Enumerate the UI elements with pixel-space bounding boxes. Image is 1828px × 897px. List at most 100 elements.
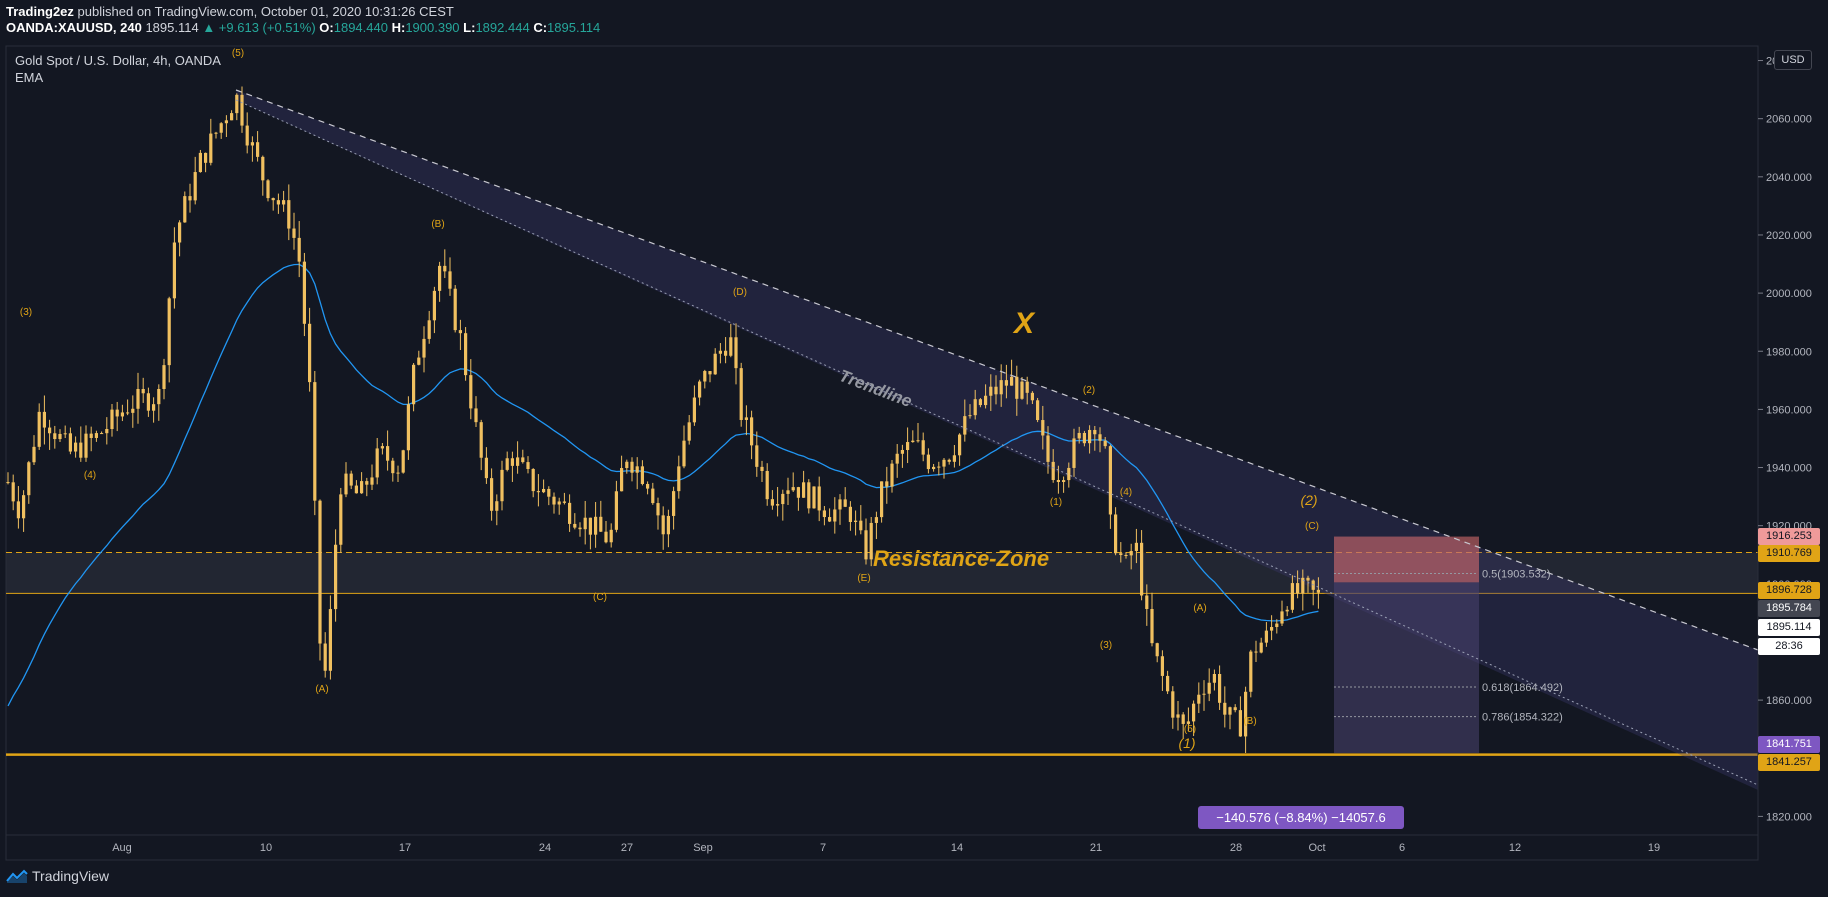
candle-body [266,180,270,199]
candle-body [630,461,634,473]
candle-body [1082,432,1086,444]
wave-label: (C) [1305,521,1319,532]
candle-body [406,404,410,451]
currency-button[interactable]: USD [1774,50,1812,70]
candle-body [162,365,166,389]
candle-body [926,454,930,470]
candle-body [328,609,332,671]
candle-body [874,517,878,523]
candle-body [536,491,540,493]
candle-body [1134,542,1138,552]
candle-body [755,445,759,467]
candle-body [469,375,473,409]
candle-body [973,399,977,416]
wave-label: X [1012,307,1036,340]
candle-body [895,453,899,464]
price-tick-label: 2060.000 [1766,114,1812,126]
publish-info: Trading2ez published on TradingView.com,… [6,4,454,19]
time-tick-label: Sep [693,842,713,854]
candle-body [703,371,707,382]
wave-label: (B) [1243,716,1256,727]
candle-body [1296,583,1300,594]
candle-body [838,499,842,510]
candle-body [375,448,379,478]
candle-body [968,415,972,417]
candle-body [432,290,436,321]
series-title[interactable]: Gold Spot / U.S. Dollar, 4h, OANDA [15,53,221,68]
candle-body [682,440,686,467]
candle-body [84,433,88,458]
candle-body [22,495,26,519]
price-tag: 1910.769 [1758,545,1820,562]
candle-body [854,520,858,522]
candle-body [126,412,130,414]
candle-body [292,228,296,238]
candle-body [984,395,988,406]
measure-text: −140.576 (−8.84%) −14057.6 [1216,810,1386,825]
price-tick-label: 1940.000 [1766,463,1812,475]
publisher-name[interactable]: Trading2ez [6,4,74,19]
candle-body [1004,380,1008,386]
candle-body [484,457,488,479]
measure-badge [1198,806,1404,829]
candle-body [443,265,447,272]
candle-body [1270,627,1274,631]
candle-body [323,643,327,671]
candle-body [219,123,223,133]
price-tick-label: 2020.000 [1766,230,1812,242]
candle-body [932,466,936,470]
wave-label: (D) [733,287,747,298]
candle-body [802,482,806,498]
candle-body [734,337,738,369]
candle-body [297,237,301,262]
tradingview-footer[interactable]: TradingView [6,868,109,884]
candle-body [490,478,494,511]
candle-body [1155,643,1159,657]
price-tag: 1841.257 [1758,754,1820,771]
price-tick-label: 1820.000 [1766,811,1812,823]
candle-body [1218,673,1222,703]
candle-body [89,433,93,438]
candle-body [599,516,603,532]
candle-body [588,517,592,535]
indicator-label[interactable]: EMA [15,70,44,85]
candle-body [552,496,556,505]
candle-body [848,506,852,522]
candle-body [380,446,384,449]
candle-body [42,411,46,428]
candle-body [1285,609,1289,612]
candle-body [869,522,873,560]
chart-legend: Gold Spot / U.S. Dollar, 4h, OANDA EMA [15,52,221,86]
candle-body [271,198,275,201]
candle-body [370,477,374,485]
candle-body [1254,651,1258,653]
time-tick-label: 12 [1509,842,1521,854]
time-tick-label: 19 [1648,842,1660,854]
candle-body [1275,623,1279,628]
candle-body [547,488,551,497]
candle-body [308,323,312,383]
wave-label: (3) [1100,640,1112,651]
candle-body [115,409,119,417]
candle-body [942,459,946,467]
candle-body [594,516,598,535]
candle-body [1207,682,1211,694]
candle-body [68,433,72,452]
plot-area[interactable] [5,45,1759,861]
candle-body [646,483,650,489]
candle-body [1114,514,1118,554]
candle-body [708,371,712,375]
candle-body [110,409,114,429]
candle-body [505,458,509,470]
candle-body [1290,583,1294,610]
candle-body [1166,675,1170,692]
time-tick-label: 10 [260,842,272,854]
candle-body [448,271,452,289]
candle-body [635,466,639,473]
price-tag: 28:36 [1758,638,1820,655]
candle-body [1259,642,1263,653]
candle-body [422,338,426,358]
candle-body [1181,714,1185,724]
candle-body [1202,693,1206,695]
